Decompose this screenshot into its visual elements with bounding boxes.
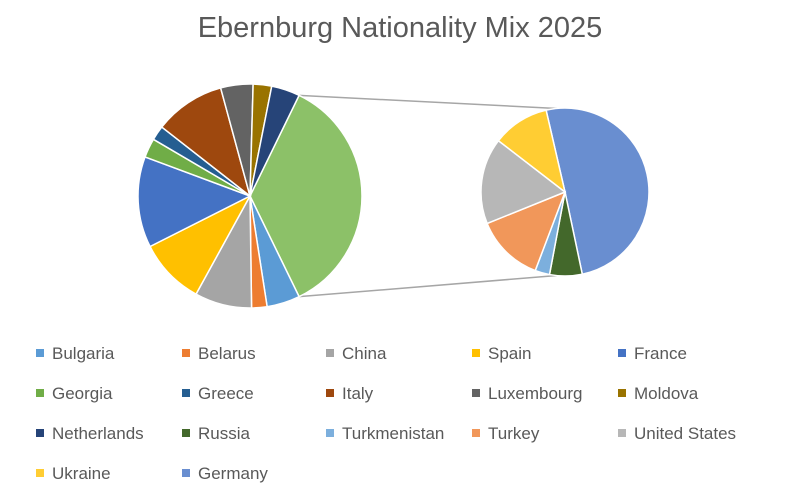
pie-slice-netherlands — [249, 85, 301, 197]
legend-swatch — [618, 388, 626, 397]
legend-label: Luxembourg — [488, 384, 583, 403]
legend-swatch — [36, 388, 44, 397]
legend-label: Germany — [198, 464, 268, 483]
legend-swatch — [472, 348, 480, 357]
legend-entry-spain: Spain — [472, 342, 531, 366]
legend-swatch — [182, 428, 190, 437]
legend-label: Bulgaria — [52, 344, 115, 363]
legend-swatch — [472, 388, 480, 397]
legend-swatch — [36, 348, 44, 357]
connector-line-top — [299, 94, 558, 110]
chart-title: Ebernburg Nationality Mix 2025 — [197, 12, 603, 44]
pie-slice-germany — [545, 107, 650, 276]
legend-entry-luxembourg: Luxembourg — [472, 382, 583, 406]
legend-entry-belarus: Belarus — [182, 342, 256, 366]
legend-entry-bulgaria: Bulgaria — [36, 342, 114, 366]
legend-swatch — [618, 428, 626, 437]
legend-entry-ukraine: Ukraine — [36, 462, 111, 486]
legend-label: Russia — [198, 424, 250, 443]
legend-label: Turkmenistan — [342, 424, 445, 443]
pie-slice-other — [249, 94, 363, 298]
legend-swatch — [326, 388, 334, 397]
legend-label: Georgia — [52, 384, 113, 403]
legend-label: Netherlands — [52, 424, 144, 443]
legend-entry-france: France — [618, 342, 687, 366]
legend-entry-united-states: United States — [618, 422, 736, 446]
legend-swatch — [472, 428, 480, 437]
legend-entry-germany: Germany — [182, 462, 268, 486]
connector-lines — [299, 94, 558, 298]
legend-swatch — [182, 468, 190, 477]
legend-entry-turkmenistan: Turkmenistan — [326, 422, 444, 446]
legend-entry-russia: Russia — [182, 422, 250, 446]
legend-label: Spain — [488, 344, 532, 363]
legend-label: Italy — [342, 384, 374, 403]
connector-line-bottom — [299, 274, 558, 298]
legend-entry-moldova: Moldova — [618, 382, 698, 406]
legend-label: Turkey — [488, 424, 540, 443]
legend-swatch — [618, 348, 626, 357]
legend-label: China — [342, 344, 387, 363]
legend-swatch — [36, 428, 44, 437]
legend-label: United States — [634, 424, 737, 443]
pie-slice-ukraine — [497, 109, 567, 194]
legend-label: Belarus — [198, 344, 256, 363]
pie-slice-turkey — [486, 190, 567, 272]
legend-entry-china: China — [326, 342, 386, 366]
legend-label: France — [634, 344, 687, 363]
legend-label: Moldova — [634, 384, 699, 403]
legend-entry-italy: Italy — [326, 382, 373, 406]
legend-swatch — [326, 348, 334, 357]
secondary-pie — [480, 107, 650, 277]
pie-slice-france — [137, 155, 252, 248]
pie-slice-united-states — [480, 139, 567, 225]
legend-label: Ukraine — [52, 464, 111, 483]
legend-entry-georgia: Georgia — [36, 382, 112, 406]
legend-entry-greece: Greece — [182, 382, 254, 406]
legend-swatch — [326, 428, 334, 437]
legend-swatch — [182, 348, 190, 357]
main-pie — [137, 83, 363, 309]
legend-swatch — [36, 468, 44, 477]
legend-entry-turkey: Turkey — [472, 422, 539, 446]
legend-label: Greece — [198, 384, 254, 403]
legend-swatch — [182, 388, 190, 397]
legend-entry-netherlands: Netherlands — [36, 422, 144, 446]
